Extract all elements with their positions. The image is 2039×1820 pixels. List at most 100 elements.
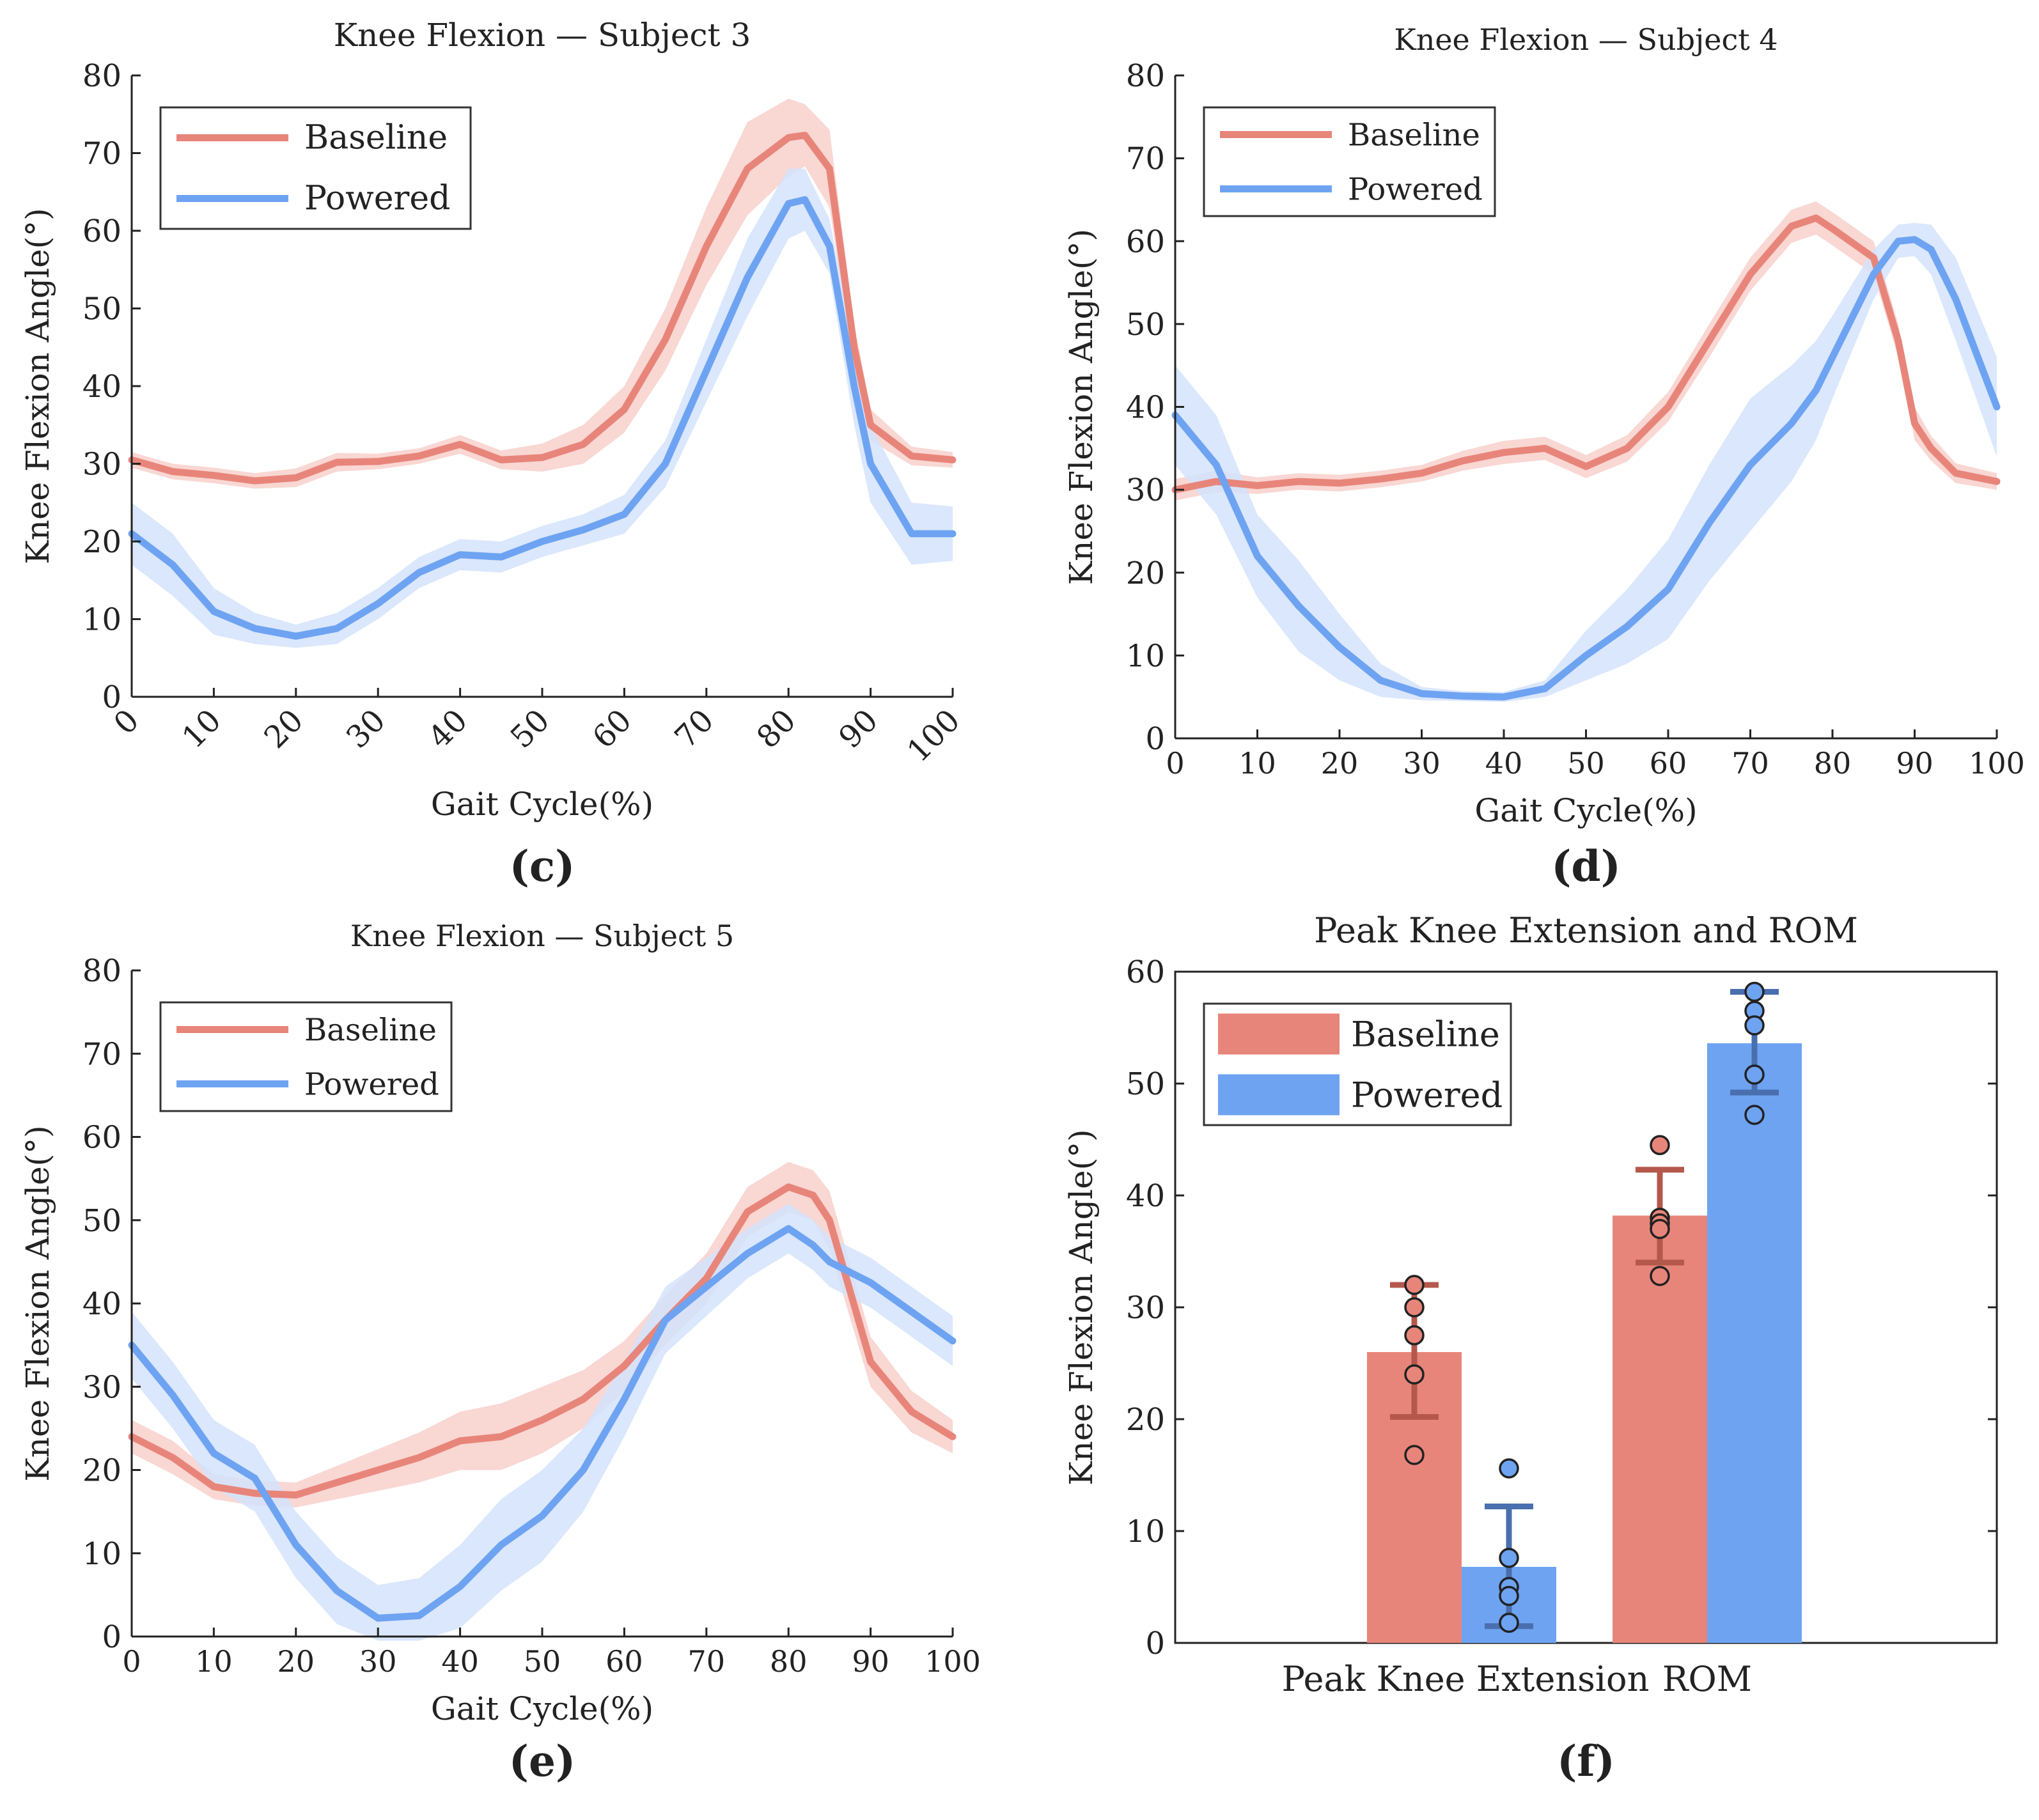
data-point-powered bbox=[1744, 1105, 1765, 1125]
series-powered-band bbox=[132, 168, 953, 648]
series-baseline-line bbox=[128, 132, 957, 485]
y-tick-label: 50 bbox=[82, 292, 121, 327]
x-tick-label: 40 bbox=[421, 703, 474, 756]
chart-title: Knee Flexion — Subject 4 bbox=[1394, 22, 1777, 57]
data-point-powered bbox=[1499, 1548, 1519, 1568]
x-tick-label: 0 bbox=[1166, 746, 1184, 781]
y-axis-label: Knee Flexion Angle(°) bbox=[1063, 1129, 1100, 1485]
panel-label: (e) bbox=[509, 1736, 575, 1786]
panel-c: Knee Flexion — Subject 3 (c) Knee Flexion … bbox=[19, 17, 967, 891]
data-point-baseline bbox=[1404, 1275, 1425, 1295]
legend-box bbox=[159, 1001, 453, 1112]
series-powered-band bbox=[132, 1203, 953, 1641]
y-tick-label: 60 bbox=[82, 1120, 121, 1156]
y-tick-label: 0 bbox=[102, 1619, 121, 1655]
x-tick-label: 100 bbox=[900, 703, 967, 769]
x-tick-label: 40 bbox=[1485, 746, 1523, 781]
legend-box bbox=[159, 106, 472, 230]
data-point-baseline bbox=[1404, 1445, 1425, 1465]
data-point-powered bbox=[1744, 1064, 1765, 1085]
y-tick-label: 80 bbox=[82, 58, 121, 94]
legend-label-baseline: Baseline bbox=[304, 119, 448, 157]
chart-title: Knee Flexion — Subject 5 bbox=[350, 919, 734, 953]
panel-f: Peak Knee Extension and ROM (f) Knee Flexi… bbox=[1063, 910, 1998, 1786]
x-tick-label: 30 bbox=[359, 1644, 397, 1679]
chart-title: Knee Flexion — Subject 3 bbox=[334, 17, 751, 54]
data-point-powered bbox=[1499, 1458, 1519, 1479]
legend-label-baseline: Baseline bbox=[304, 1013, 437, 1048]
y-tick-label: 0 bbox=[1145, 721, 1165, 757]
x-tick-label: 10 bbox=[175, 703, 228, 756]
legend-label-powered: Powered bbox=[304, 1067, 439, 1103]
x-tick-label: 20 bbox=[257, 703, 310, 756]
x-tick-label: 20 bbox=[277, 1644, 315, 1679]
x-tick-label: 80 bbox=[750, 703, 803, 756]
x-tick-label: 70 bbox=[1731, 746, 1769, 781]
series-baseline-band bbox=[1175, 201, 1997, 501]
legend-label-baseline: Baseline bbox=[1348, 118, 1480, 153]
y-tick-label: 20 bbox=[82, 524, 121, 560]
series-baseline-line bbox=[1171, 214, 2001, 494]
x-tick-label: 40 bbox=[441, 1644, 479, 1679]
data-point-powered bbox=[1744, 981, 1765, 1002]
legend-label-baseline: Baseline bbox=[1351, 1015, 1500, 1055]
data-point-powered bbox=[1499, 1612, 1519, 1633]
x-tick-label: 90 bbox=[852, 1644, 889, 1679]
series-baseline-band bbox=[132, 1162, 953, 1508]
y-tick-label: 50 bbox=[1126, 1066, 1165, 1102]
panel-label: (c) bbox=[510, 841, 575, 891]
chart-title: Peak Knee Extension and ROM bbox=[1314, 910, 1858, 951]
legend-label-powered: Powered bbox=[1351, 1075, 1503, 1116]
y-tick-label: 0 bbox=[102, 680, 121, 715]
x-tick-label: 50 bbox=[1567, 746, 1605, 781]
x-tick-label: 30 bbox=[1403, 746, 1441, 781]
series-powered-line bbox=[1171, 236, 2001, 701]
y-tick-label: 10 bbox=[1126, 1514, 1165, 1550]
y-tick-label: 40 bbox=[1126, 1178, 1165, 1214]
y-tick-label: 20 bbox=[1126, 1402, 1165, 1438]
x-axis-label: Gait Cycle(%) bbox=[431, 786, 653, 823]
y-tick-label: 40 bbox=[82, 1286, 121, 1322]
x-tick-label: 80 bbox=[770, 1644, 808, 1679]
y-tick-label: 20 bbox=[82, 1453, 121, 1489]
x-tick-label: 80 bbox=[1814, 746, 1852, 781]
y-tick-label: 30 bbox=[82, 447, 121, 483]
series-powered-line bbox=[128, 1225, 957, 1622]
series-baseline-band bbox=[132, 98, 953, 489]
x-tick-label: 0 bbox=[122, 1644, 141, 1679]
data-point-baseline bbox=[1650, 1266, 1670, 1286]
data-point-baseline bbox=[1404, 1325, 1425, 1346]
legend-label-powered: Powered bbox=[1348, 172, 1483, 208]
x-tick-label: 50 bbox=[504, 703, 557, 756]
panel-label: (f) bbox=[1557, 1736, 1615, 1786]
x-tick-label: 60 bbox=[586, 703, 639, 756]
category-label: Peak Knee Extension bbox=[1282, 1659, 1650, 1699]
x-tick-label: 90 bbox=[832, 703, 885, 756]
y-axis-label: Knee Flexion Angle(°) bbox=[19, 1125, 56, 1481]
y-tick-label: 70 bbox=[82, 136, 121, 172]
y-tick-label: 60 bbox=[82, 214, 121, 249]
legend-label-powered: Powered bbox=[304, 180, 450, 218]
x-tick-label: 60 bbox=[605, 1644, 643, 1679]
y-tick-label: 60 bbox=[1126, 954, 1165, 990]
x-tick-label: 20 bbox=[1321, 746, 1359, 781]
y-tick-label: 10 bbox=[82, 1536, 121, 1572]
y-tick-label: 10 bbox=[1126, 638, 1165, 674]
y-tick-label: 40 bbox=[82, 369, 121, 405]
legend: Baseline Powered bbox=[159, 1001, 453, 1112]
legend: Baseline Powered bbox=[1203, 106, 1496, 217]
y-tick-label: 40 bbox=[1126, 390, 1165, 426]
x-tick-label: 100 bbox=[1969, 746, 2025, 781]
y-tick-label: 70 bbox=[82, 1036, 121, 1072]
x-tick-label: 30 bbox=[340, 703, 393, 756]
x-tick-label: 60 bbox=[1650, 746, 1687, 781]
data-point-baseline bbox=[1650, 1218, 1670, 1240]
y-tick-label: 50 bbox=[1126, 307, 1165, 343]
panel-d: Knee Flexion — Subject 4 (d) Knee Flexion … bbox=[1063, 22, 2025, 891]
x-tick-label: 90 bbox=[1896, 746, 1934, 781]
x-tick-label: 70 bbox=[688, 1644, 726, 1679]
bar-baseline-1 bbox=[1613, 1215, 1707, 1643]
legend: Baseline Powered bbox=[1203, 1002, 1512, 1126]
x-tick-label: 10 bbox=[1238, 746, 1276, 781]
